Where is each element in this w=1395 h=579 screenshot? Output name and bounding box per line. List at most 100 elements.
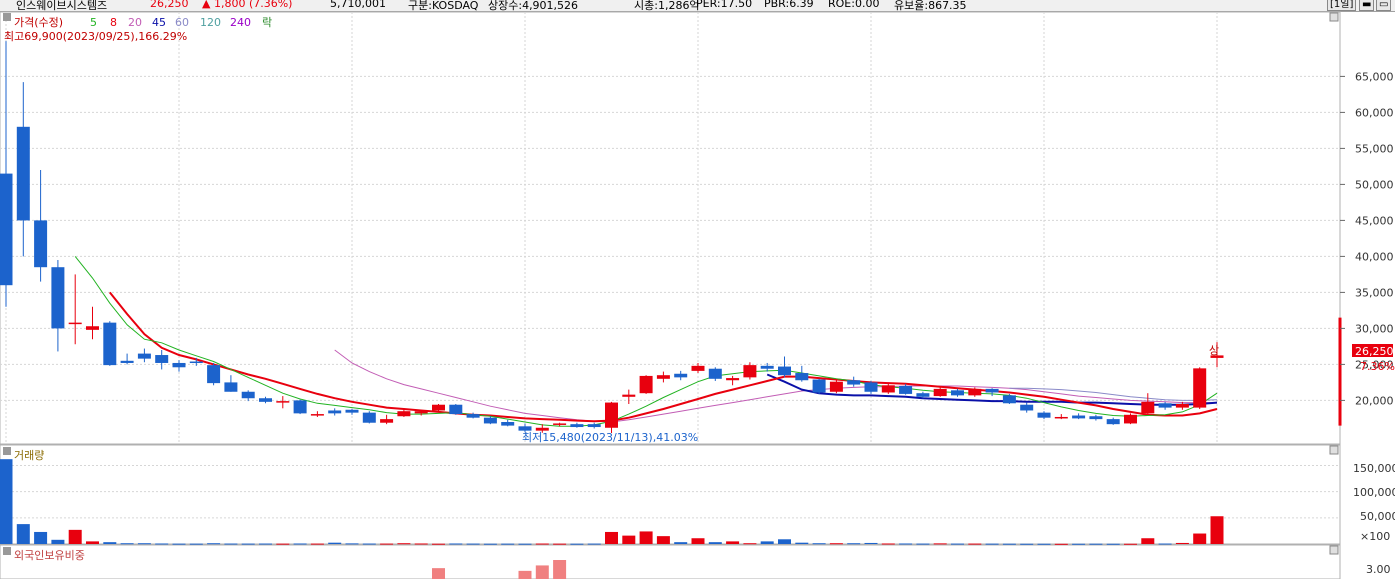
volume-bar[interactable] [570,543,584,545]
volume-bar[interactable] [518,543,532,545]
candle-body[interactable] [1106,419,1120,425]
candle-body[interactable] [189,361,203,364]
volume-bar[interactable] [1054,543,1068,545]
volume-bar[interactable] [259,543,272,545]
candle-body[interactable] [276,401,290,403]
volume-bar[interactable] [1020,543,1034,545]
candle-body[interactable] [397,411,411,417]
volume-bar[interactable] [1210,516,1224,544]
volume-bar[interactable] [501,543,515,545]
volume-bar[interactable] [380,543,394,545]
volume-bar[interactable] [899,543,913,545]
candle-body[interactable] [328,410,342,414]
candle-body[interactable] [1210,355,1224,358]
foreign-bar[interactable] [535,565,549,579]
candle-body[interactable] [293,400,307,414]
legend-ma240[interactable]: 240 [230,16,251,29]
candle-body[interactable] [1020,404,1034,411]
legend-fall[interactable]: 락 [262,16,272,29]
legend-ma45[interactable]: 45 [152,16,166,29]
candle-body[interactable] [553,423,567,425]
volume-bar[interactable] [691,538,705,544]
volume-bar[interactable] [1106,543,1120,545]
volume-bar[interactable] [1175,542,1189,544]
legend-ma120[interactable]: 120 [200,16,221,29]
volume-bar[interactable] [362,543,376,545]
volume-bar[interactable] [708,542,722,544]
volume-bar[interactable] [224,543,238,545]
panel-scroll-icon[interactable] [1329,12,1339,22]
candle-body[interactable] [760,365,774,369]
candle-body[interactable] [120,360,134,363]
candle-body[interactable] [207,365,221,384]
candle-body[interactable] [985,388,999,393]
candle-body[interactable] [449,404,463,415]
volume-bar[interactable] [51,539,65,544]
volume-bar[interactable] [1002,543,1016,545]
volume-bar[interactable] [760,541,774,544]
volume-bar[interactable] [795,542,809,544]
candle-body[interactable] [605,402,618,428]
volume-bar[interactable] [605,531,618,544]
candle-body[interactable] [1037,412,1051,418]
volume-bar[interactable] [881,543,895,545]
volume-bar[interactable] [241,543,255,545]
volume-bar[interactable] [674,542,688,544]
candle-body[interactable] [933,388,947,397]
volume-bar[interactable] [553,543,567,545]
candle-body[interactable] [86,326,99,330]
candle-body[interactable] [847,380,861,385]
candle-body[interactable] [968,388,982,396]
candle-body[interactable] [224,382,238,392]
candle-body[interactable] [34,220,48,268]
volume-bar[interactable] [587,543,601,545]
volume-bar[interactable] [155,543,169,545]
volume-bar[interactable] [328,542,342,544]
legend-ma5[interactable]: 5 [90,16,97,29]
candle-body[interactable] [812,379,826,393]
foreign-bar[interactable] [518,570,532,579]
candle-body[interactable] [587,424,601,428]
legend-ma20[interactable]: 20 [128,16,142,29]
volume-bar[interactable] [120,543,134,545]
candle-body[interactable] [518,426,532,431]
period-button[interactable]: [1일] [1327,0,1357,11]
panel-scroll-icon[interactable] [1329,445,1339,455]
candle-body[interactable] [881,385,895,393]
candle-body[interactable] [691,365,705,371]
candle-body[interactable] [345,409,359,413]
volume-bar[interactable] [103,542,117,544]
candle-body[interactable] [466,414,480,418]
volume-bar[interactable] [933,543,947,545]
volume-bar[interactable] [276,543,290,545]
volume-bar[interactable] [1037,543,1051,545]
stock-name[interactable]: 인스웨이브시스템즈 [16,0,108,12]
volume-bar[interactable] [172,543,186,545]
volume-bar[interactable] [743,543,757,545]
candle-body[interactable] [362,412,376,423]
candle-body[interactable] [674,373,688,378]
candle-body[interactable] [778,366,791,376]
volume-bar[interactable] [622,535,636,544]
volume-bar[interactable] [916,543,930,545]
candle-body[interactable] [622,394,636,397]
candle-body[interactable] [1175,404,1189,408]
volume-bar[interactable] [1124,543,1137,545]
volume-bar[interactable] [985,543,999,545]
candle-body[interactable] [103,322,117,366]
volume-bar[interactable] [1141,538,1155,544]
volume-bar[interactable] [34,531,48,544]
volume-bar[interactable] [1072,543,1086,545]
volume-bar[interactable] [16,524,30,544]
candle-body[interactable] [155,355,169,363]
candle-body[interactable] [310,414,324,416]
candle-body[interactable] [432,404,445,411]
candle-body[interactable] [0,173,13,286]
volume-bar[interactable] [0,459,13,544]
candle-body[interactable] [172,362,186,368]
candle-body[interactable] [1072,415,1086,419]
legend-ma60[interactable]: 60 [175,16,189,29]
candle-body[interactable] [708,368,722,379]
maximize-button[interactable]: ▭ [1376,0,1392,11]
volume-bar[interactable] [778,539,791,544]
